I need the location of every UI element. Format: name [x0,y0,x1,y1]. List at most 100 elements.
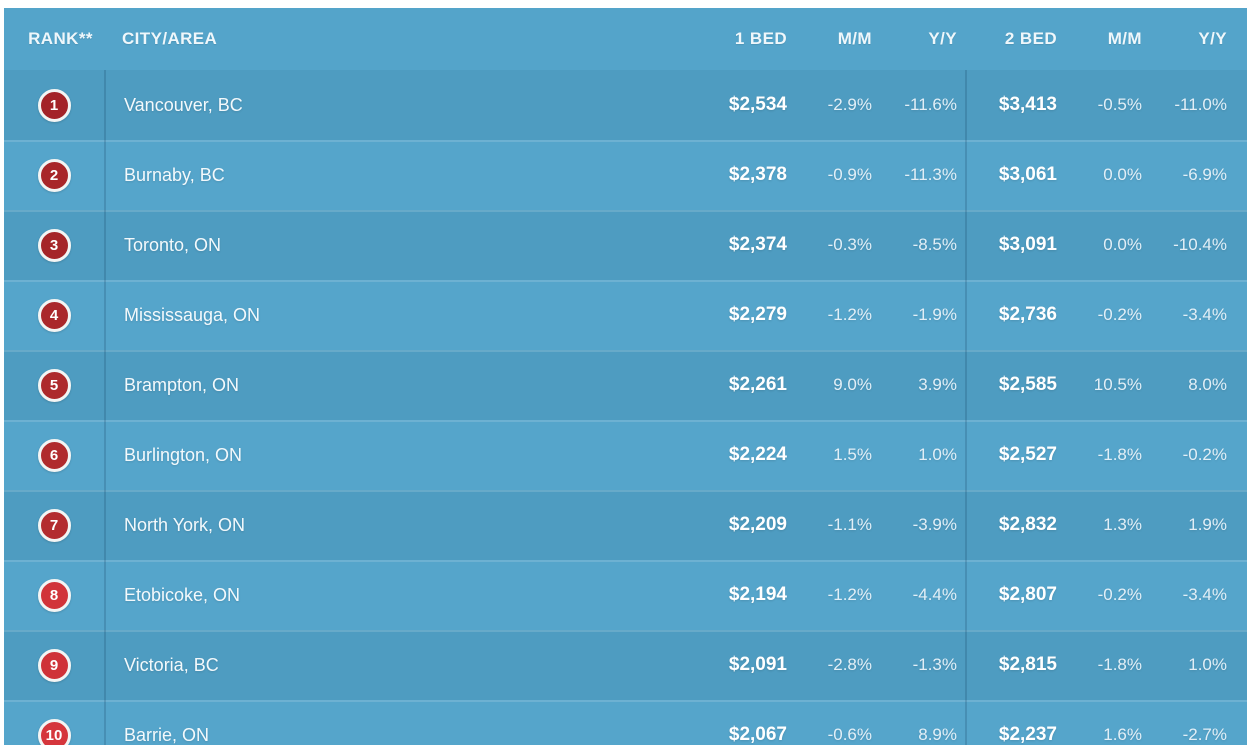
header-cell-1bed-mm: M/M [837,29,872,48]
table-row: 5 Brampton, ON $2,261 9.0% 3.9% $2,585 1… [4,350,1247,420]
two-bed-mm-change: -0.5% [1097,95,1142,114]
one-bed-yy-change: -1.9% [912,305,957,324]
two-bed-price: $2,807 [965,560,1065,630]
two-bed-yy-change: -6.9% [1182,165,1227,184]
two-bed-price: $2,585 [965,350,1065,420]
header-cell-city-area: CITY/AREA [122,29,218,48]
one-bed-yy-change: -11.3% [904,165,957,184]
two-bed-price: $2,527 [965,420,1065,490]
one-bed-mm-change: -1.2% [827,585,872,604]
header-cell-2bed-mm: M/M [1107,29,1142,48]
city-label: North York, ON [104,490,698,560]
two-bed-price: $2,815 [965,630,1065,700]
row-spacer [1235,210,1247,280]
header-cell-2bed-yy: Y/Y [1198,29,1227,48]
rank-cell: 9 [4,630,104,700]
table-row: 8 Etobicoke, ON $2,194 -1.2% -4.4% $2,80… [4,560,1247,630]
one-bed-price: $2,374 [728,234,787,255]
city-label: Victoria, BC [104,630,698,700]
two-bed-yy-change: 1.0% [1188,655,1227,674]
table-header-row: RANK** CITY/AREA 1 BED M/M Y/Y 2 BED M/M… [4,8,1247,70]
two-bed-price: $2,736 [965,280,1065,350]
one-bed-price: $2,194 [728,584,787,605]
one-bed-yy-change: -11.6% [904,95,957,114]
table-row: 4 Mississauga, ON $2,279 -1.2% -1.9% $2,… [4,280,1247,350]
one-bed-mm-change: -0.9% [827,165,872,184]
one-bed-price: $2,261 [728,374,787,395]
city-label: Burnaby, BC [104,140,698,210]
two-bed-mm-change: -0.2% [1097,305,1142,324]
rank-cell: 3 [4,210,104,280]
one-bed-mm-change: -1.2% [827,305,872,324]
one-bed-yy-change: -4.4% [912,585,957,604]
row-spacer [1235,280,1247,350]
rank-badge: 5 [37,368,71,402]
two-bed-price: $2,237 [965,700,1065,745]
two-bed-mm-change: 0.0% [1103,165,1142,184]
rank-cell: 10 [4,700,104,745]
two-bed-mm-change: -0.2% [1097,585,1142,604]
one-bed-price: $2,091 [728,654,787,675]
rank-cell: 5 [4,350,104,420]
two-bed-price: $3,061 [965,140,1065,210]
rank-badge: 1 [37,88,71,122]
rank-badge: 9 [37,648,71,682]
two-bed-yy-change: -11.0% [1174,95,1227,114]
one-bed-yy-change: 3.9% [918,375,957,394]
one-bed-mm-change: 1.5% [833,445,872,464]
one-bed-price: $2,279 [728,304,787,325]
two-bed-mm-change: 1.3% [1103,515,1142,534]
table-body: 1 Vancouver, BC $2,534 -2.9% -11.6% $3,4… [4,70,1247,745]
two-bed-mm-change: -1.8% [1097,445,1142,464]
one-bed-price: $2,378 [728,164,787,185]
city-label: Burlington, ON [104,420,698,490]
two-bed-yy-change: -3.4% [1182,305,1227,324]
city-label: Vancouver, BC [104,70,698,140]
rank-cell: 6 [4,420,104,490]
header-cell-1bed-yy: Y/Y [928,29,957,48]
city-label: Barrie, ON [104,700,698,745]
row-spacer [1235,490,1247,560]
two-bed-yy-change: 8.0% [1188,375,1227,394]
one-bed-mm-change: -1.1% [827,515,872,534]
table-row: 10 Barrie, ON $2,067 -0.6% 8.9% $2,237 1… [4,700,1247,745]
two-bed-yy-change: 1.9% [1188,515,1227,534]
rank-badge: 3 [37,228,71,262]
one-bed-price: $2,067 [728,724,787,745]
rank-badge: 4 [37,298,71,332]
two-bed-price: $3,413 [965,70,1065,140]
rank-badge: 8 [37,578,71,612]
one-bed-mm-change: -0.6% [827,725,872,744]
rank-cell: 2 [4,140,104,210]
row-spacer [1235,350,1247,420]
two-bed-price: $3,091 [965,210,1065,280]
row-spacer [1235,700,1247,745]
header-spacer [1235,8,1247,70]
row-spacer [1235,560,1247,630]
row-spacer [1235,140,1247,210]
one-bed-yy-change: 1.0% [918,445,957,464]
two-bed-yy-change: -0.2% [1182,445,1227,464]
header-cell-1bed: 1 BED [734,29,787,48]
city-label: Brampton, ON [104,350,698,420]
header-cell-rank: RANK** [28,29,93,48]
one-bed-price: $2,534 [728,94,787,115]
two-bed-mm-change: 10.5% [1093,375,1142,394]
row-spacer [1235,70,1247,140]
one-bed-price: $2,209 [728,514,787,535]
one-bed-price: $2,224 [728,444,787,465]
rank-badge: 7 [37,508,71,542]
rank-badge: 10 [37,718,71,745]
rank-cell: 4 [4,280,104,350]
two-bed-price: $2,832 [965,490,1065,560]
one-bed-mm-change: -0.3% [827,235,872,254]
city-label: Etobicoke, ON [104,560,698,630]
table-row: 6 Burlington, ON $2,224 1.5% 1.0% $2,527… [4,420,1247,490]
one-bed-yy-change: 8.9% [918,725,957,744]
rank-badge: 6 [37,438,71,472]
header-cell-2bed: 2 BED [1004,29,1057,48]
one-bed-yy-change: -8.5% [912,235,957,254]
two-bed-yy-change: -2.7% [1182,725,1227,744]
one-bed-yy-change: -3.9% [912,515,957,534]
rent-ranking-table: RANK** CITY/AREA 1 BED M/M Y/Y 2 BED M/M… [4,8,1247,745]
